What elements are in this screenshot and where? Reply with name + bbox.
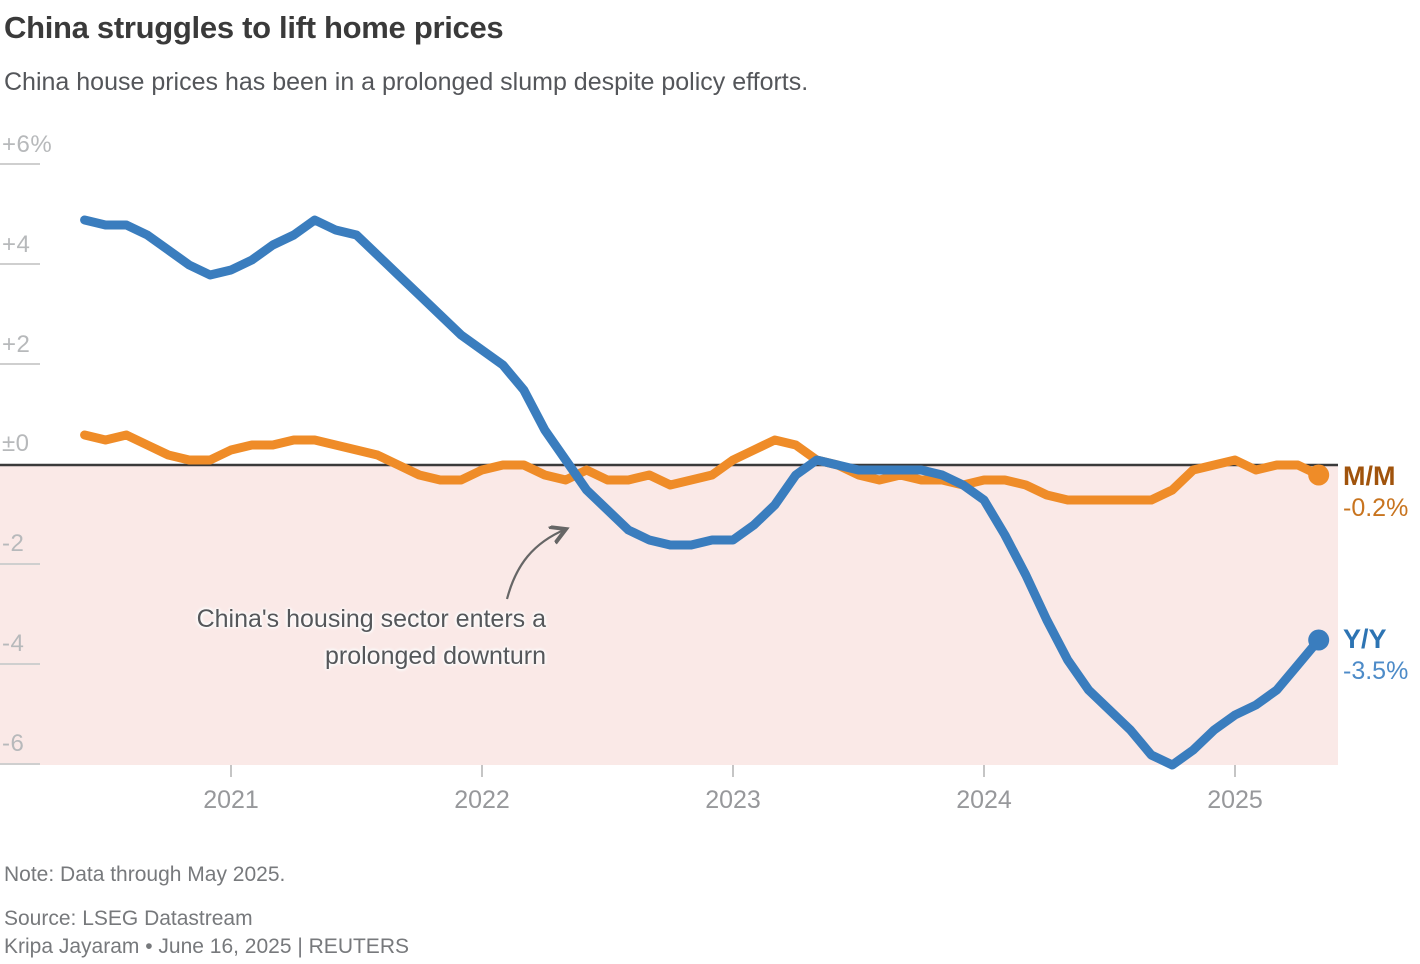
y-tick-label: +2: [2, 331, 31, 358]
annotation-text: China's housing sector enters a prolonge…: [146, 601, 546, 675]
y-tick-label: +4: [2, 231, 31, 258]
x-axis-ticks: [230, 765, 1236, 777]
series-line-m_m: [80, 430, 1324, 505]
y-tick-label: +6%: [2, 131, 53, 158]
y-tick-label: -2: [2, 530, 25, 557]
annotation-line-1: China's housing sector enters a: [196, 605, 546, 633]
series-line-y_y: [80, 215, 1324, 770]
series-end-dot-m_m: [1308, 464, 1330, 486]
yy-series-label: Y/Y: [1343, 624, 1387, 654]
y-axis-tick-dashes: [0, 163, 40, 765]
page-title: China struggles to lift home prices: [4, 10, 504, 45]
x-tick-label: 2022: [454, 786, 510, 814]
y-tick-label: -6: [2, 730, 25, 757]
page-subtitle: China house prices has been in a prolong…: [4, 68, 809, 96]
mm-series-label: M/M: [1343, 461, 1396, 491]
x-tick-label: 2021: [203, 786, 259, 814]
x-tick-label: 2025: [1207, 786, 1263, 814]
series-layer: [80, 215, 1330, 770]
byline-text: Kripa Jayaram • June 16, 2025 | REUTERS: [4, 935, 409, 958]
y-tick-label: ±0: [2, 430, 30, 457]
mm-series-value: -0.2%: [1343, 494, 1409, 522]
annotation-arrow: [505, 529, 566, 600]
source-text: Source: LSEG Datastream: [4, 907, 253, 930]
y-tick-label: -4: [2, 630, 25, 657]
x-tick-label: 2024: [956, 786, 1012, 814]
x-tick-label: 2023: [705, 786, 761, 814]
annotation-line-2: prolonged downturn: [325, 642, 546, 670]
yy-series-value: -3.5%: [1343, 657, 1409, 685]
series-end-dot-y_y: [1308, 629, 1330, 651]
note-text: Note: Data through May 2025.: [4, 863, 286, 886]
